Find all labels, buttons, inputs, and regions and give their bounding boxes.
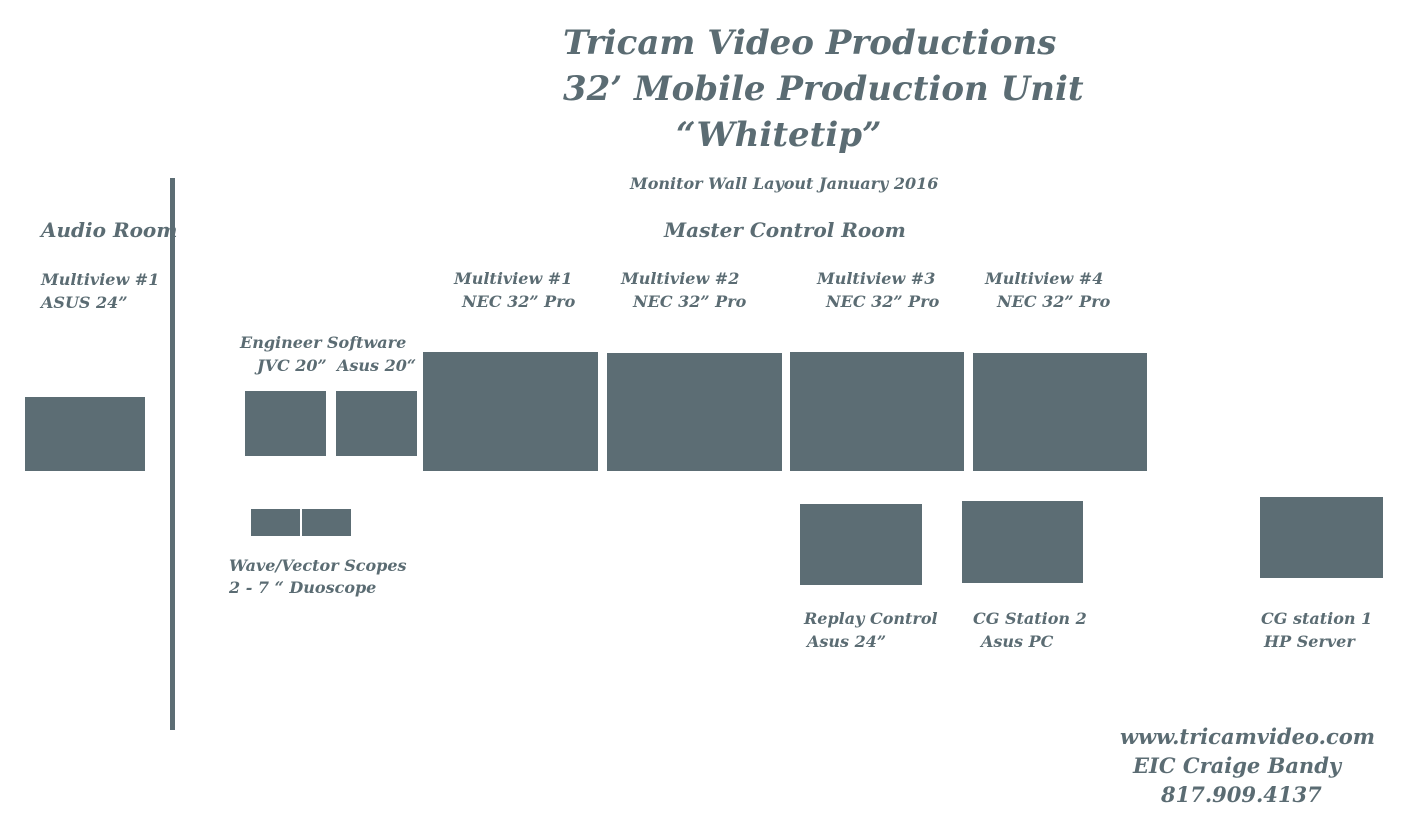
software-monitor xyxy=(336,391,417,456)
scopes-label: Wave/Vector Scopes xyxy=(229,556,407,575)
cg-station-1-monitor xyxy=(1260,497,1383,578)
master-control-heading: Master Control Room xyxy=(664,218,906,242)
layout-subtitle: Monitor Wall Layout January 2016 xyxy=(630,174,939,193)
audio-multiview-monitor xyxy=(25,397,145,471)
mv3-monitor xyxy=(790,352,964,471)
mv1-monitor xyxy=(423,352,598,471)
mv3-label: Multiview #3 xyxy=(817,269,936,288)
room-divider xyxy=(170,178,175,730)
engineer-model: JVC 20” xyxy=(257,356,327,375)
software-label: Software xyxy=(327,333,407,352)
mv1-label: Multiview #1 xyxy=(454,269,573,288)
audio-room-heading: Audio Room xyxy=(41,218,178,242)
footer-phone: 817.909.4137 xyxy=(1161,782,1322,807)
mv4-monitor xyxy=(973,353,1147,471)
footer-website: www.tricamvideo.com xyxy=(1120,724,1375,749)
footer-eic: EIC Craige Bandy xyxy=(1133,753,1342,778)
mv4-model: NEC 32” Pro xyxy=(997,292,1111,311)
scope-monitor-2 xyxy=(302,509,351,536)
replay-control-model: Asus 24” xyxy=(807,632,887,651)
cg-station-2-label: CG Station 2 xyxy=(973,609,1087,628)
scope-monitor-1 xyxy=(251,509,300,536)
audio-multiview-label: Multiview #1 xyxy=(41,270,160,289)
audio-multiview-model: ASUS 24” xyxy=(41,293,128,312)
software-model: Asus 20“ xyxy=(337,356,417,375)
mv1-model: NEC 32” Pro xyxy=(462,292,576,311)
cg-station-2-model: Asus PC xyxy=(981,632,1054,651)
mv2-monitor xyxy=(607,353,782,471)
replay-control-label: Replay Control xyxy=(804,609,938,628)
scopes-model: 2 - 7 “ Duoscope xyxy=(229,578,377,597)
mv2-model: NEC 32” Pro xyxy=(633,292,747,311)
cg-station-2-monitor xyxy=(962,501,1083,583)
cg-station-1-model: HP Server xyxy=(1264,632,1355,651)
engineer-label: Engineer xyxy=(240,333,322,352)
engineer-monitor xyxy=(245,391,326,456)
mv3-model: NEC 32” Pro xyxy=(826,292,940,311)
title-line-2: 32’ Mobile Production Unit xyxy=(563,69,1084,109)
title-line-3: “Whitetip” xyxy=(676,115,882,155)
replay-control-monitor xyxy=(800,504,922,585)
mv4-label: Multiview #4 xyxy=(985,269,1104,288)
mv2-label: Multiview #2 xyxy=(621,269,740,288)
title-line-1: Tricam Video Productions xyxy=(563,23,1057,63)
cg-station-1-label: CG station 1 xyxy=(1261,609,1373,628)
